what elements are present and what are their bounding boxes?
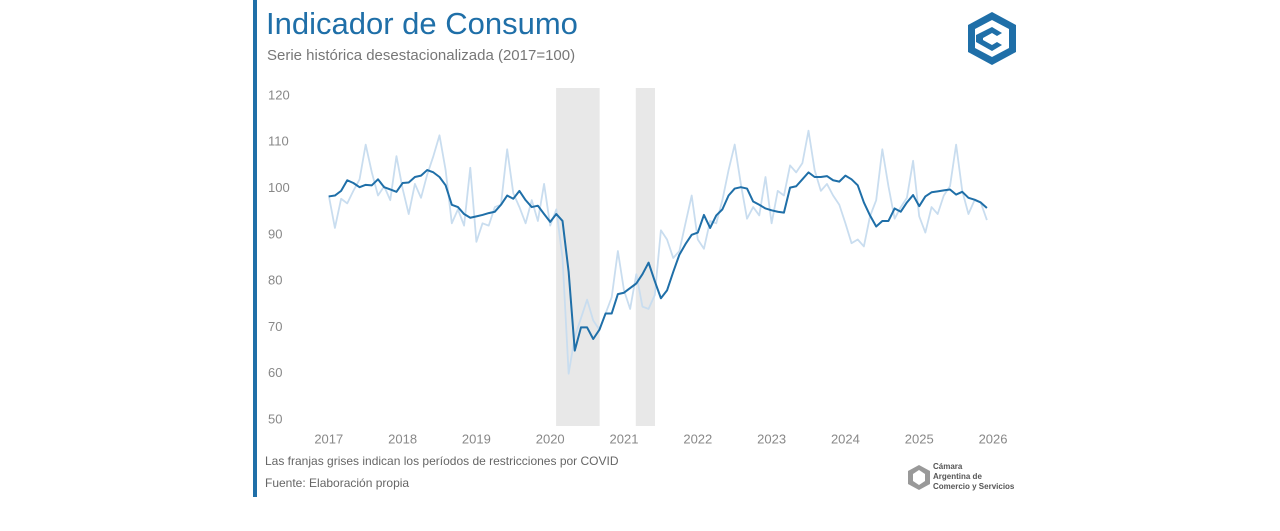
y-tick-label: 110 <box>268 134 289 149</box>
x-tick-label: 2018 <box>388 431 417 446</box>
chart-subtitle: Serie histórica desestacionalizada (2017… <box>267 47 575 64</box>
x-tick-label: 2023 <box>757 431 786 446</box>
x-tick-label: 2020 <box>536 431 565 446</box>
note: Las franjas grises indican los períodos … <box>265 454 619 468</box>
y-tick-label: 120 <box>268 87 290 102</box>
covid-band <box>556 88 600 426</box>
y-tick-label: 70 <box>268 319 282 334</box>
x-tick-label: 2022 <box>683 431 712 446</box>
y-tick-label: 100 <box>268 180 290 195</box>
covid-band <box>635 88 655 426</box>
series-line <box>327 129 988 375</box>
y-tick-label: 60 <box>268 365 282 380</box>
note: Fuente: Elaboración propia <box>265 476 409 490</box>
x-tick-label: 2021 <box>610 431 639 446</box>
footer-logo: Cámara Argentina de Comercio y Servicios <box>908 462 1015 491</box>
series-line <box>328 169 988 352</box>
x-tick-label: 2026 <box>979 431 1008 446</box>
logo-text: Argentina de <box>933 472 982 481</box>
y-tick-label: 90 <box>268 226 282 241</box>
x-tick-label: 2025 <box>905 431 934 446</box>
y-tick-label: 80 <box>268 273 282 288</box>
logo <box>968 12 1016 65</box>
accent-bar <box>253 0 257 497</box>
x-tick-label: 2019 <box>462 431 491 446</box>
logo-text: Cámara <box>933 462 963 471</box>
chart-title: Indicador de Consumo <box>266 6 578 41</box>
x-tick-label: 2017 <box>314 431 343 446</box>
logo-text: Comercio y Servicios <box>933 482 1015 491</box>
x-tick-label: 2024 <box>831 431 860 446</box>
y-tick-label: 50 <box>268 411 282 426</box>
